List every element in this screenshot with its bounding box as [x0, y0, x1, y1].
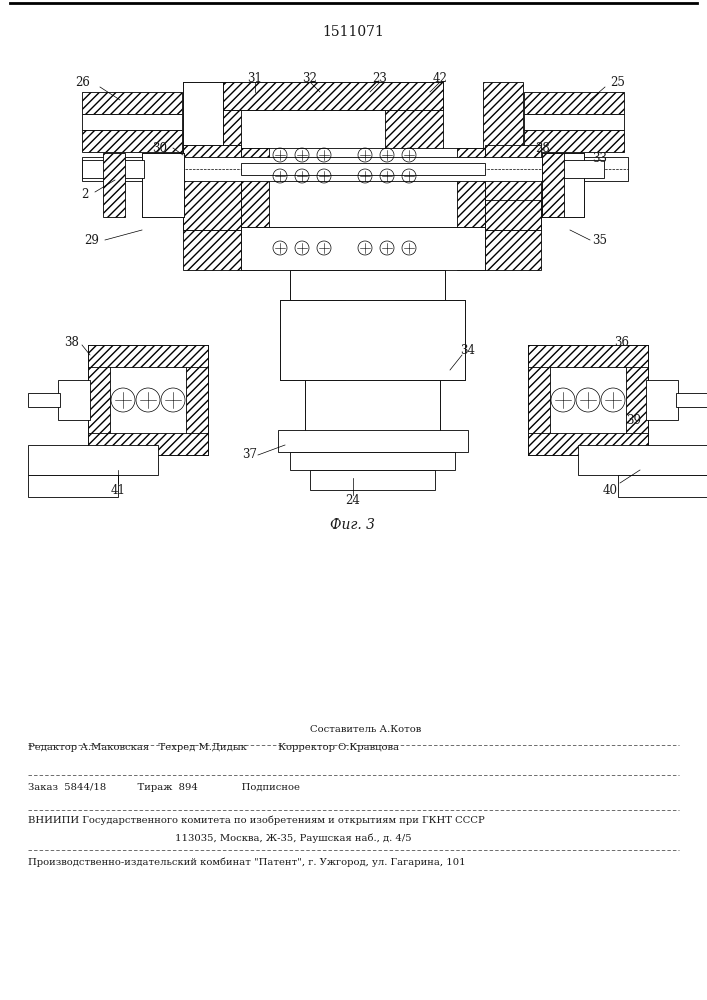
Bar [183, 230, 241, 270]
Text: 42: 42 [433, 72, 448, 85]
Bar [103, 153, 125, 217]
Bar [82, 92, 182, 114]
Bar [88, 345, 110, 455]
Text: 28: 28 [536, 141, 550, 154]
Text: Фиг. 3: Фиг. 3 [330, 518, 375, 532]
Text: 37: 37 [243, 448, 257, 462]
Bar [305, 380, 340, 435]
Bar [542, 153, 584, 217]
Text: 32: 32 [303, 72, 317, 85]
Bar [485, 145, 541, 230]
Text: ВНИИПИ Государственного комитета по изобретениям и открытиям при ГКНТ СССР: ВНИИПИ Государственного комитета по изоб… [28, 815, 485, 825]
Text: 25: 25 [611, 77, 626, 90]
Bar [88, 345, 208, 367]
Bar [528, 345, 550, 455]
Bar [457, 148, 485, 227]
Bar [483, 82, 523, 202]
Bar [183, 82, 223, 202]
Bar [142, 153, 184, 217]
Bar [290, 452, 455, 470]
Bar [395, 270, 445, 300]
Bar [528, 345, 648, 455]
Bar [290, 270, 340, 300]
Bar [524, 114, 624, 130]
Bar [578, 445, 707, 475]
Bar [528, 345, 648, 367]
Bar [223, 82, 443, 110]
Bar [183, 200, 241, 230]
Bar [183, 82, 223, 202]
Bar [58, 380, 90, 420]
Text: 1511071: 1511071 [322, 25, 384, 39]
Bar [280, 300, 465, 380]
Bar [223, 110, 241, 160]
Bar [28, 445, 158, 475]
Bar [88, 433, 208, 455]
Bar [618, 475, 707, 497]
Text: 34: 34 [460, 344, 476, 357]
Bar [82, 130, 182, 152]
Bar [280, 300, 345, 380]
Bar [82, 157, 628, 181]
Bar [485, 200, 541, 230]
Text: 24: 24 [346, 493, 361, 506]
Bar [405, 380, 440, 435]
Bar [28, 393, 60, 407]
Bar [485, 230, 541, 270]
Bar [82, 160, 144, 178]
Bar [676, 393, 707, 407]
Bar [186, 345, 208, 455]
Text: 29: 29 [85, 233, 100, 246]
Bar [278, 430, 468, 452]
Text: 36: 36 [614, 336, 629, 349]
Bar [241, 227, 485, 270]
Text: 35: 35 [592, 233, 607, 246]
Text: 38: 38 [64, 336, 79, 349]
Bar [88, 345, 208, 455]
Bar [400, 300, 465, 380]
Bar [542, 153, 584, 217]
Text: 40: 40 [602, 484, 617, 496]
Bar [310, 470, 435, 490]
Bar [241, 148, 485, 227]
Text: Редактор А.Маковская   Техред М.Дидык          Корректор О.Кравцова: Редактор А.Маковская Техред М.Дидык Корр… [28, 744, 399, 752]
Text: 33: 33 [592, 151, 607, 164]
Text: 39: 39 [626, 414, 641, 426]
Bar [457, 227, 485, 270]
Bar [528, 345, 648, 455]
Bar [28, 475, 118, 497]
Text: 31: 31 [247, 72, 262, 85]
Bar [241, 163, 485, 175]
Bar [626, 345, 648, 455]
Text: 30: 30 [153, 141, 168, 154]
Text: Составитель А.Котов: Составитель А.Котов [310, 726, 421, 734]
Bar [82, 114, 182, 130]
Bar [183, 145, 241, 230]
Bar [88, 345, 208, 455]
Bar [542, 160, 604, 178]
Bar [223, 82, 443, 110]
Bar [385, 110, 443, 160]
Bar [646, 380, 678, 420]
Bar [241, 227, 269, 270]
Text: 41: 41 [110, 484, 125, 496]
Text: Производственно-издательский комбинат "Патент", г. Ужгород, ул. Гагарина, 101: Производственно-издательский комбинат "П… [28, 857, 466, 867]
Bar [290, 270, 445, 300]
Text: Заказ  5844/18          Тираж  894              Подписное: Заказ 5844/18 Тираж 894 Подписное [28, 784, 300, 792]
Text: 113035, Москва, Ж-35, Раушская наб., д. 4/5: 113035, Москва, Ж-35, Раушская наб., д. … [175, 833, 411, 843]
Bar [183, 145, 241, 230]
Bar [241, 148, 269, 227]
Bar [142, 153, 184, 217]
Text: 26: 26 [76, 77, 90, 90]
Bar [524, 130, 624, 152]
Bar [542, 153, 564, 217]
Text: 23: 23 [373, 72, 387, 85]
Bar [528, 433, 648, 455]
Text: 2: 2 [81, 188, 88, 202]
Bar [524, 92, 624, 114]
Bar [305, 380, 440, 435]
